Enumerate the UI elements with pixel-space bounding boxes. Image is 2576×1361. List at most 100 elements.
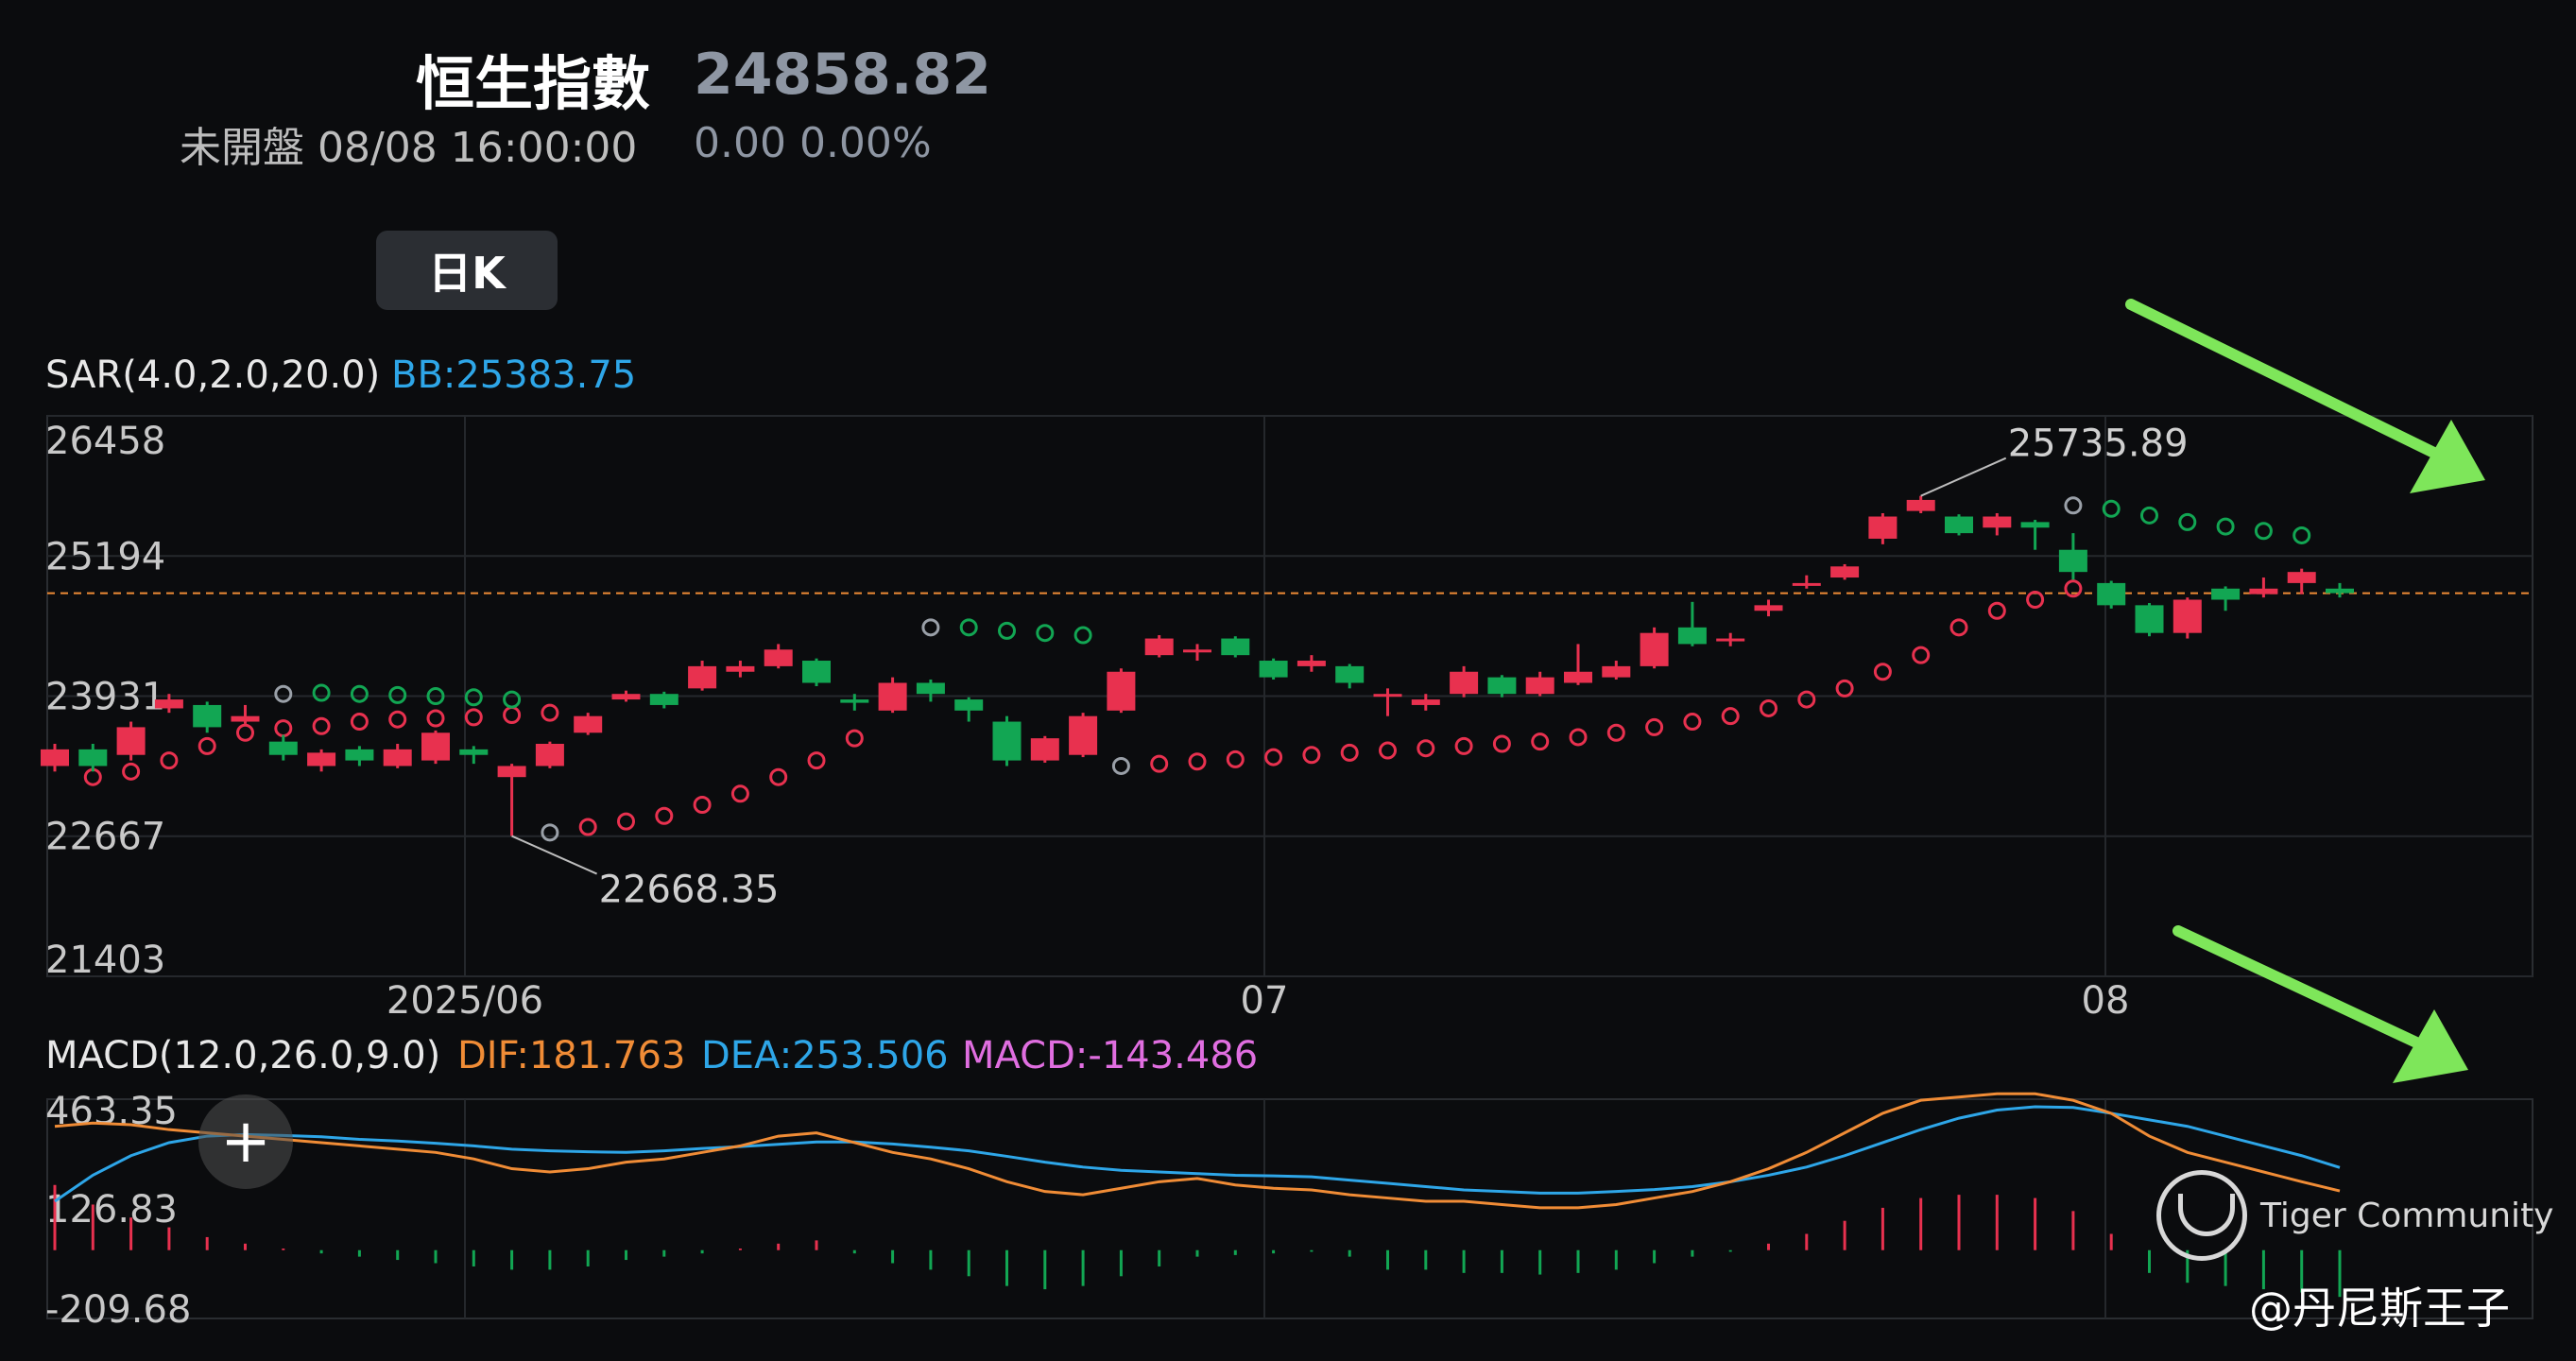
candle-body <box>1792 582 1821 586</box>
candle-body <box>154 699 183 709</box>
sar-dot <box>122 762 141 781</box>
sar-dot <box>1454 736 1473 755</box>
candle-body <box>1069 715 1098 755</box>
x-tick-label: 2025/06 <box>386 979 543 1023</box>
candle-body <box>1183 649 1211 653</box>
candle-body <box>2135 605 2164 633</box>
sar-dot <box>769 767 788 786</box>
sar-dot <box>2216 517 2235 536</box>
sar-dot <box>655 806 674 825</box>
candle-body <box>1221 638 1250 656</box>
daily-k-button[interactable]: 日K <box>376 231 558 310</box>
sar-dot <box>1873 663 1892 681</box>
sar-dot <box>350 713 369 732</box>
candle-body <box>1564 671 1592 683</box>
sar-dot <box>1264 748 1283 767</box>
sar-dot <box>312 683 331 702</box>
sar-dot <box>426 709 445 728</box>
candle-body <box>268 741 298 755</box>
sar-dot <box>1606 723 1625 742</box>
sar-dot <box>503 690 522 709</box>
quote-header: 恒生指數 24858.82 未開盤 08/08 16:00:00 0.00 0.… <box>0 0 2576 340</box>
sar-bb-value: BB:25383.75 <box>391 353 637 397</box>
sar-dot <box>1797 690 1816 709</box>
candle-body <box>345 749 374 761</box>
sar-dot <box>312 716 331 735</box>
annotation-leader-line <box>1920 457 2007 497</box>
sar-dot <box>1949 618 1968 637</box>
sar-dot <box>1912 646 1931 664</box>
candle-body <box>649 694 678 705</box>
candle-body <box>1868 516 1898 539</box>
candle-body <box>2020 522 2050 528</box>
sar-dot <box>236 723 254 742</box>
sar-dot <box>1569 728 1588 747</box>
sar-dot <box>2254 522 2273 541</box>
sar-dot <box>426 687 445 706</box>
crosshair-toggle-button[interactable]: + <box>198 1094 293 1189</box>
macd-indicator-label[interactable]: MACD(12.0,26.0,9.0) <box>45 1034 441 1077</box>
sar-dot <box>845 729 864 748</box>
sar-dot <box>1645 717 1664 736</box>
candle-body <box>688 665 717 689</box>
candle-body <box>535 744 564 767</box>
sar-dot <box>464 708 483 727</box>
candle-body <box>307 752 336 767</box>
macd-panel-frame <box>46 1098 2533 1319</box>
main-y-tick-label: 21403 <box>45 939 165 982</box>
sar-dot <box>921 618 940 637</box>
sar-dot <box>1760 698 1777 717</box>
macd-value: MACD:-143.486 <box>962 1034 1259 1077</box>
main-y-tick-label: 26458 <box>45 420 165 463</box>
candle-body <box>1373 694 1402 698</box>
sar-dot <box>388 685 407 704</box>
candle-body <box>116 727 146 755</box>
trend-arrow-upper-shaft <box>2125 299 2453 465</box>
candle-body <box>1411 699 1440 705</box>
sar-dot <box>1036 624 1055 643</box>
candle-body <box>459 749 489 755</box>
sar-dot <box>83 767 102 786</box>
sar-dot <box>1379 741 1397 760</box>
candle-body <box>1830 566 1860 578</box>
tiger-logo-icon <box>2156 1170 2247 1261</box>
candle-body <box>1030 738 1059 761</box>
candle-body <box>992 721 1022 761</box>
candle-body <box>1602 665 1631 678</box>
sar-dot <box>2064 496 2083 515</box>
sar-dot <box>578 818 597 836</box>
candle-body <box>764 649 793 666</box>
sar-dot <box>730 784 749 803</box>
sar-dot <box>160 751 179 770</box>
sar-dot <box>464 688 483 707</box>
sar-dot <box>1492 734 1511 753</box>
sar-indicator-label[interactable]: SAR(4.0,2.0,20.0) <box>45 353 381 397</box>
sar-dot <box>998 621 1016 640</box>
candle-body <box>2097 582 2126 606</box>
sar-dot <box>1417 739 1435 758</box>
candle-body <box>574 715 603 733</box>
candle-body <box>840 699 869 703</box>
candle-body <box>1297 661 1326 666</box>
candle-body <box>2172 599 2202 633</box>
candle-body <box>231 715 260 722</box>
trend-arrow-lower-shaft <box>2172 925 2436 1055</box>
candle-body <box>1716 638 1745 642</box>
candle-body <box>497 766 526 778</box>
dea-line <box>54 1105 2341 1203</box>
candle-body <box>1107 671 1136 711</box>
main-y-tick-label: 23931 <box>45 675 165 718</box>
candle-body <box>41 749 69 767</box>
candle-body <box>1525 677 1554 695</box>
sar-dot <box>1340 743 1359 762</box>
price-change: 0.00 0.00% <box>694 119 932 167</box>
candle-body <box>1945 516 1973 534</box>
sar-dot <box>1073 626 1092 645</box>
sar-dot <box>541 703 559 722</box>
sar-dot <box>1188 752 1207 771</box>
sar-dot <box>807 751 826 770</box>
trend-arrow-lower-head <box>2393 1009 2468 1083</box>
sar-dot <box>1531 732 1550 751</box>
candle-body <box>726 665 755 672</box>
